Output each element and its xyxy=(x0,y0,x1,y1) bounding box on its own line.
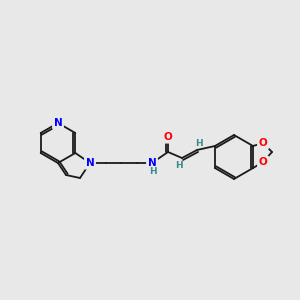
Text: N: N xyxy=(54,118,62,128)
Text: O: O xyxy=(164,132,172,142)
Text: H: H xyxy=(149,167,157,176)
Text: O: O xyxy=(259,138,267,148)
Text: O: O xyxy=(259,157,267,167)
Text: H: H xyxy=(175,160,183,169)
Text: N: N xyxy=(85,158,94,168)
Text: H: H xyxy=(195,139,203,148)
Text: N: N xyxy=(148,158,156,168)
